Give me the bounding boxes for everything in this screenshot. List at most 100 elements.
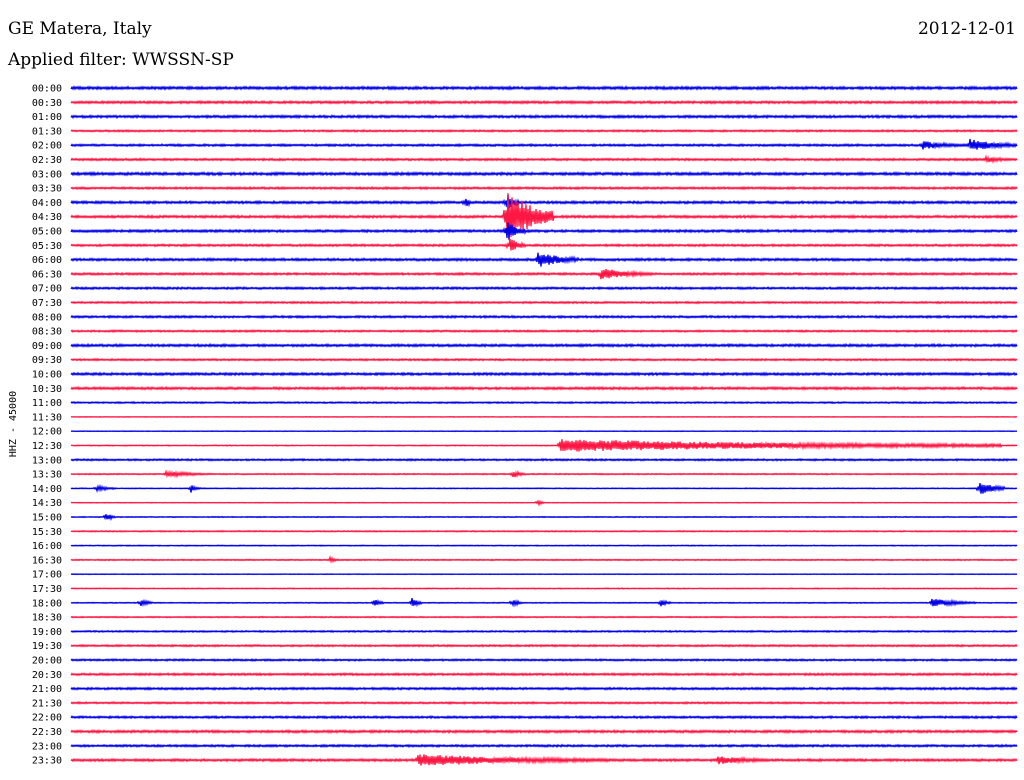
trace-row bbox=[70, 615, 1018, 619]
hour-label: 05:00 bbox=[32, 227, 62, 238]
hour-label: 09:30 bbox=[32, 355, 62, 366]
trace-row bbox=[70, 700, 1018, 705]
trace-row bbox=[70, 514, 1018, 522]
hour-label: 10:30 bbox=[32, 384, 62, 395]
hour-label: 23:30 bbox=[32, 756, 62, 767]
hour-label: 04:00 bbox=[32, 198, 62, 209]
trace-row bbox=[70, 743, 1018, 749]
hour-label: 15:00 bbox=[32, 513, 62, 524]
trace-row bbox=[70, 85, 1018, 91]
trace-row bbox=[70, 573, 1018, 576]
trace-row bbox=[70, 99, 1018, 105]
hour-label: 19:00 bbox=[32, 627, 62, 638]
hour-label: 04:30 bbox=[32, 212, 62, 223]
filter-label: Applied filter: WWSSN-SP bbox=[8, 50, 234, 70]
hour-labels: 00:00 00:30 01:00 01:30 02:00 02:30 03:00 03:30… bbox=[32, 84, 62, 767]
trace-lines bbox=[70, 85, 1018, 766]
hour-label: 00:00 bbox=[32, 84, 62, 95]
hour-label: 12:30 bbox=[32, 441, 62, 452]
trace-row bbox=[70, 400, 1018, 405]
trace-row bbox=[70, 193, 1018, 241]
trace-row bbox=[70, 222, 1018, 240]
trace-row bbox=[70, 671, 1018, 677]
trace-row bbox=[70, 728, 1018, 735]
hour-label: 14:00 bbox=[32, 484, 62, 495]
trace-row bbox=[70, 439, 1018, 452]
trace-row bbox=[70, 587, 1018, 590]
hour-label: 16:30 bbox=[32, 555, 62, 566]
trace-row bbox=[70, 329, 1018, 334]
hour-label: 23:00 bbox=[32, 741, 62, 752]
hour-label: 05:30 bbox=[32, 241, 62, 252]
trace-row bbox=[70, 657, 1018, 663]
trace-row bbox=[70, 138, 1018, 150]
hour-label: 18:30 bbox=[32, 613, 62, 624]
date-label: 2012-12-01 bbox=[917, 19, 1016, 39]
trace-row bbox=[70, 371, 1018, 377]
hour-label: 17:30 bbox=[32, 584, 62, 595]
trace-row bbox=[70, 544, 1018, 547]
trace-row bbox=[70, 629, 1018, 634]
hour-label: 15:30 bbox=[32, 527, 62, 538]
hour-label: 12:00 bbox=[32, 427, 62, 438]
hour-label: 00:30 bbox=[32, 98, 62, 109]
hour-label: 21:00 bbox=[32, 684, 62, 695]
trace-row bbox=[70, 314, 1018, 320]
trace-row bbox=[70, 154, 1018, 164]
trace-row bbox=[70, 185, 1018, 191]
hour-label: 06:00 bbox=[32, 255, 62, 266]
trace-row bbox=[70, 357, 1018, 362]
hour-label: 18:00 bbox=[32, 598, 62, 609]
hour-label: 22:00 bbox=[32, 713, 62, 724]
trace-row bbox=[70, 643, 1018, 648]
hour-label: 02:00 bbox=[32, 141, 62, 152]
trace-row bbox=[70, 597, 1018, 608]
hour-label: 20:30 bbox=[32, 670, 62, 681]
trace-row bbox=[70, 300, 1018, 305]
hour-label: 01:30 bbox=[32, 126, 62, 137]
trace-row bbox=[70, 469, 1018, 479]
hour-label: 08:30 bbox=[32, 327, 62, 338]
hour-label: 16:00 bbox=[32, 541, 62, 552]
hour-label: 19:30 bbox=[32, 641, 62, 652]
hour-label: 09:00 bbox=[32, 341, 62, 352]
hour-label: 20:00 bbox=[32, 656, 62, 667]
trace-row bbox=[70, 686, 1018, 691]
trace-row bbox=[70, 252, 1018, 267]
trace-row bbox=[70, 170, 1018, 177]
hour-label: 07:30 bbox=[32, 298, 62, 309]
channel-label: HHZ - 45000 bbox=[8, 391, 19, 457]
hour-label: 08:00 bbox=[32, 312, 62, 323]
hour-label: 02:30 bbox=[32, 155, 62, 166]
trace-row bbox=[70, 342, 1018, 349]
trace-row bbox=[70, 430, 1018, 433]
hour-label: 13:30 bbox=[32, 470, 62, 481]
hour-label: 22:30 bbox=[32, 727, 62, 738]
trace-row bbox=[70, 457, 1018, 462]
hour-label: 11:30 bbox=[32, 412, 62, 423]
trace-row bbox=[70, 285, 1018, 291]
trace-row bbox=[70, 529, 1018, 533]
hour-label: 03:30 bbox=[32, 184, 62, 195]
hour-label: 01:00 bbox=[32, 112, 62, 123]
hour-label: 07:00 bbox=[32, 284, 62, 295]
hour-label: 06:30 bbox=[32, 269, 62, 280]
trace-row bbox=[70, 499, 1018, 507]
hour-label: 03:00 bbox=[32, 169, 62, 180]
hour-label: 17:00 bbox=[32, 570, 62, 581]
station-title: GE Matera, Italy bbox=[8, 19, 152, 39]
trace-row bbox=[70, 194, 1018, 209]
hour-label: 21:30 bbox=[32, 698, 62, 709]
trace-row bbox=[70, 113, 1018, 120]
hour-label: 14:30 bbox=[32, 498, 62, 509]
hour-label: 10:00 bbox=[32, 370, 62, 381]
trace-row bbox=[70, 269, 1018, 280]
trace-row bbox=[70, 555, 1018, 564]
trace-row bbox=[70, 754, 1018, 766]
trace-row bbox=[70, 483, 1018, 494]
trace-row bbox=[70, 714, 1018, 720]
hour-label: 11:00 bbox=[32, 398, 62, 409]
trace-row bbox=[70, 385, 1018, 391]
trace-row bbox=[70, 128, 1018, 133]
